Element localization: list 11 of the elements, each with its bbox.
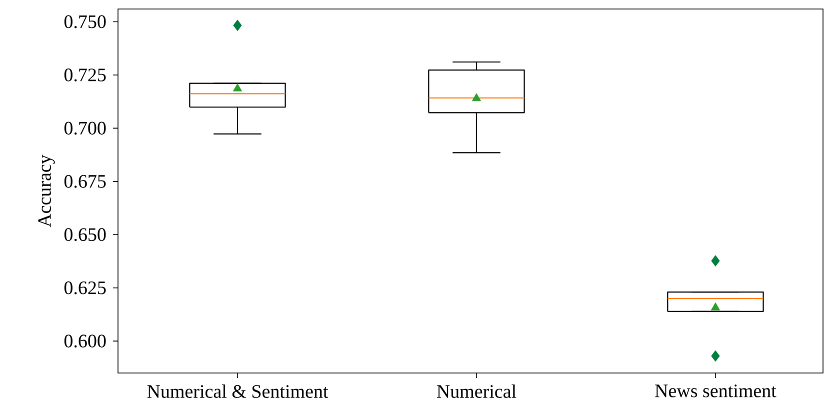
- y-tick-label: 0.725: [64, 68, 106, 82]
- y-axis-title: Accuracy: [38, 154, 55, 228]
- y-tick-label: 0.750: [64, 15, 106, 28]
- y-tick-label: 0.650: [64, 228, 106, 242]
- y-tick-label: 0.600: [64, 334, 106, 348]
- y-tick-label: 0.700: [64, 122, 106, 135]
- x-tick-label: Numerical & Sentiment: [147, 384, 328, 398]
- x-tick-label: News sentiment: [655, 384, 776, 398]
- x-tick-label: Numerical: [436, 384, 516, 398]
- y-tick-label: 0.625: [64, 281, 106, 294]
- y-tick-label: 0.675: [64, 174, 106, 188]
